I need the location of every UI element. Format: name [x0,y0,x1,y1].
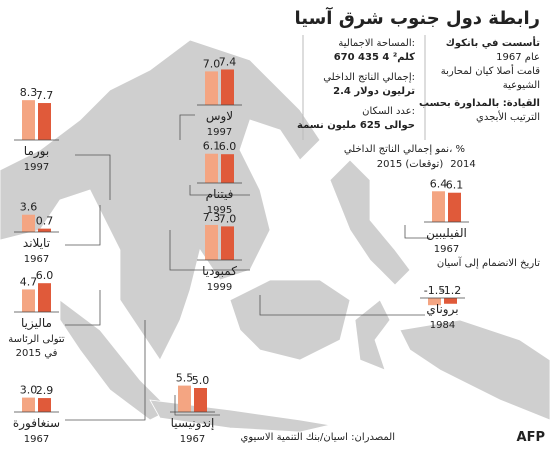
value-label: 5.0 [192,374,210,387]
join-year: 1995 [207,205,232,216]
country-name: إندونيسيا [171,416,215,431]
note: في 2015 [16,348,58,359]
legend-label: تاريخ الانضمام إلى آسيان [437,256,540,269]
bar [205,71,218,105]
value-label: 6.0 [219,140,237,153]
value-label: 7.3 [203,211,221,224]
bar [22,100,35,140]
value-label: 7.0 [203,57,221,70]
join-year: 1997 [24,162,49,173]
info-text: عدد السكان: [362,106,415,117]
info-text: تأسست في بانكوك [446,36,540,49]
join-year: 1967 [24,434,49,445]
value-label: 7.4 [219,55,237,68]
join-year: 1967 [180,434,205,445]
info-text: الترتيب الأبجدي [476,110,540,123]
bar [221,69,234,105]
info-text: عام 1967 [496,52,540,63]
value-label: 7.0 [219,212,237,225]
bar [428,298,441,306]
join-year: 1984 [430,320,455,331]
value-label: 6.4 [430,177,448,190]
legend-title: نمو إجمالي الناتج الداخلي، % [344,144,465,155]
info-text: إجمالي الناتج الداخلي: [323,72,415,83]
info-text: 2.4 ترليون دولار [333,86,415,97]
legend-label: 2014 [450,159,475,170]
legend-label: 2015 (توقعات) [377,159,444,170]
bar [178,385,191,412]
bar [22,214,35,232]
bar [22,289,35,312]
map [0,39,550,433]
value-label: -1.2 [440,284,461,297]
bar [38,398,51,412]
value-label: 3.0 [20,384,38,397]
value-label: 0.7 [36,215,54,228]
bar [194,388,207,412]
value-label: 6.0 [36,269,54,282]
info-text: حوالى 625 مليون نسمة [297,120,415,131]
title: رابطة دول جنوب شرق آسيا [294,6,540,29]
info-text: 670 435 4 كلم² [334,52,415,63]
bar [432,191,445,222]
country-name: لاوس [206,109,233,124]
value-label: 8.3 [20,86,38,99]
value-label: 4.7 [20,275,38,288]
join-year: 1967 [24,254,49,265]
country-name: الفيليبين [426,226,467,241]
join-year: 1999 [207,282,232,293]
value-label: 6.1 [446,179,464,192]
join-year: 1967 [434,244,459,255]
bar [448,192,461,222]
value-label: 7.7 [36,89,54,102]
bar [38,228,51,232]
info-text: القيادة: بالمداورة بحسب [419,98,540,109]
value-label: 2.9 [36,384,54,397]
source: المصدران: اسيان/بنك التنمية الاسيوي [241,432,395,443]
info-text: المساحة الاجمالية: [338,38,415,49]
value-label: -1.5 [424,284,445,297]
bar [444,298,457,304]
bar [22,397,35,412]
note: تتولى الرئاسة [8,334,65,345]
info-text: قامت أصلا كيان لمحاربة [441,64,540,77]
country-name: بروناي [426,302,458,317]
bar [38,283,51,312]
logo: AFP [517,430,545,445]
bar [221,226,234,260]
value-label: 6.1 [203,140,221,153]
info-text: الشيوعية [503,80,540,91]
bar [205,153,218,183]
bar [38,103,51,140]
country-name: سنغافورة [13,416,60,431]
country-name: ماليزيا [21,316,52,331]
value-label: 5.5 [176,372,194,385]
value-label: 3.6 [20,201,38,214]
country-name: تايلاند [23,236,50,250]
bar [205,224,218,260]
join-year: 1997 [207,127,232,138]
bar [221,154,234,183]
country-name: كمبوديا [202,264,237,279]
country-name: بورما [24,144,49,159]
country-name: فيتنام [206,187,234,201]
connectors [65,114,430,421]
